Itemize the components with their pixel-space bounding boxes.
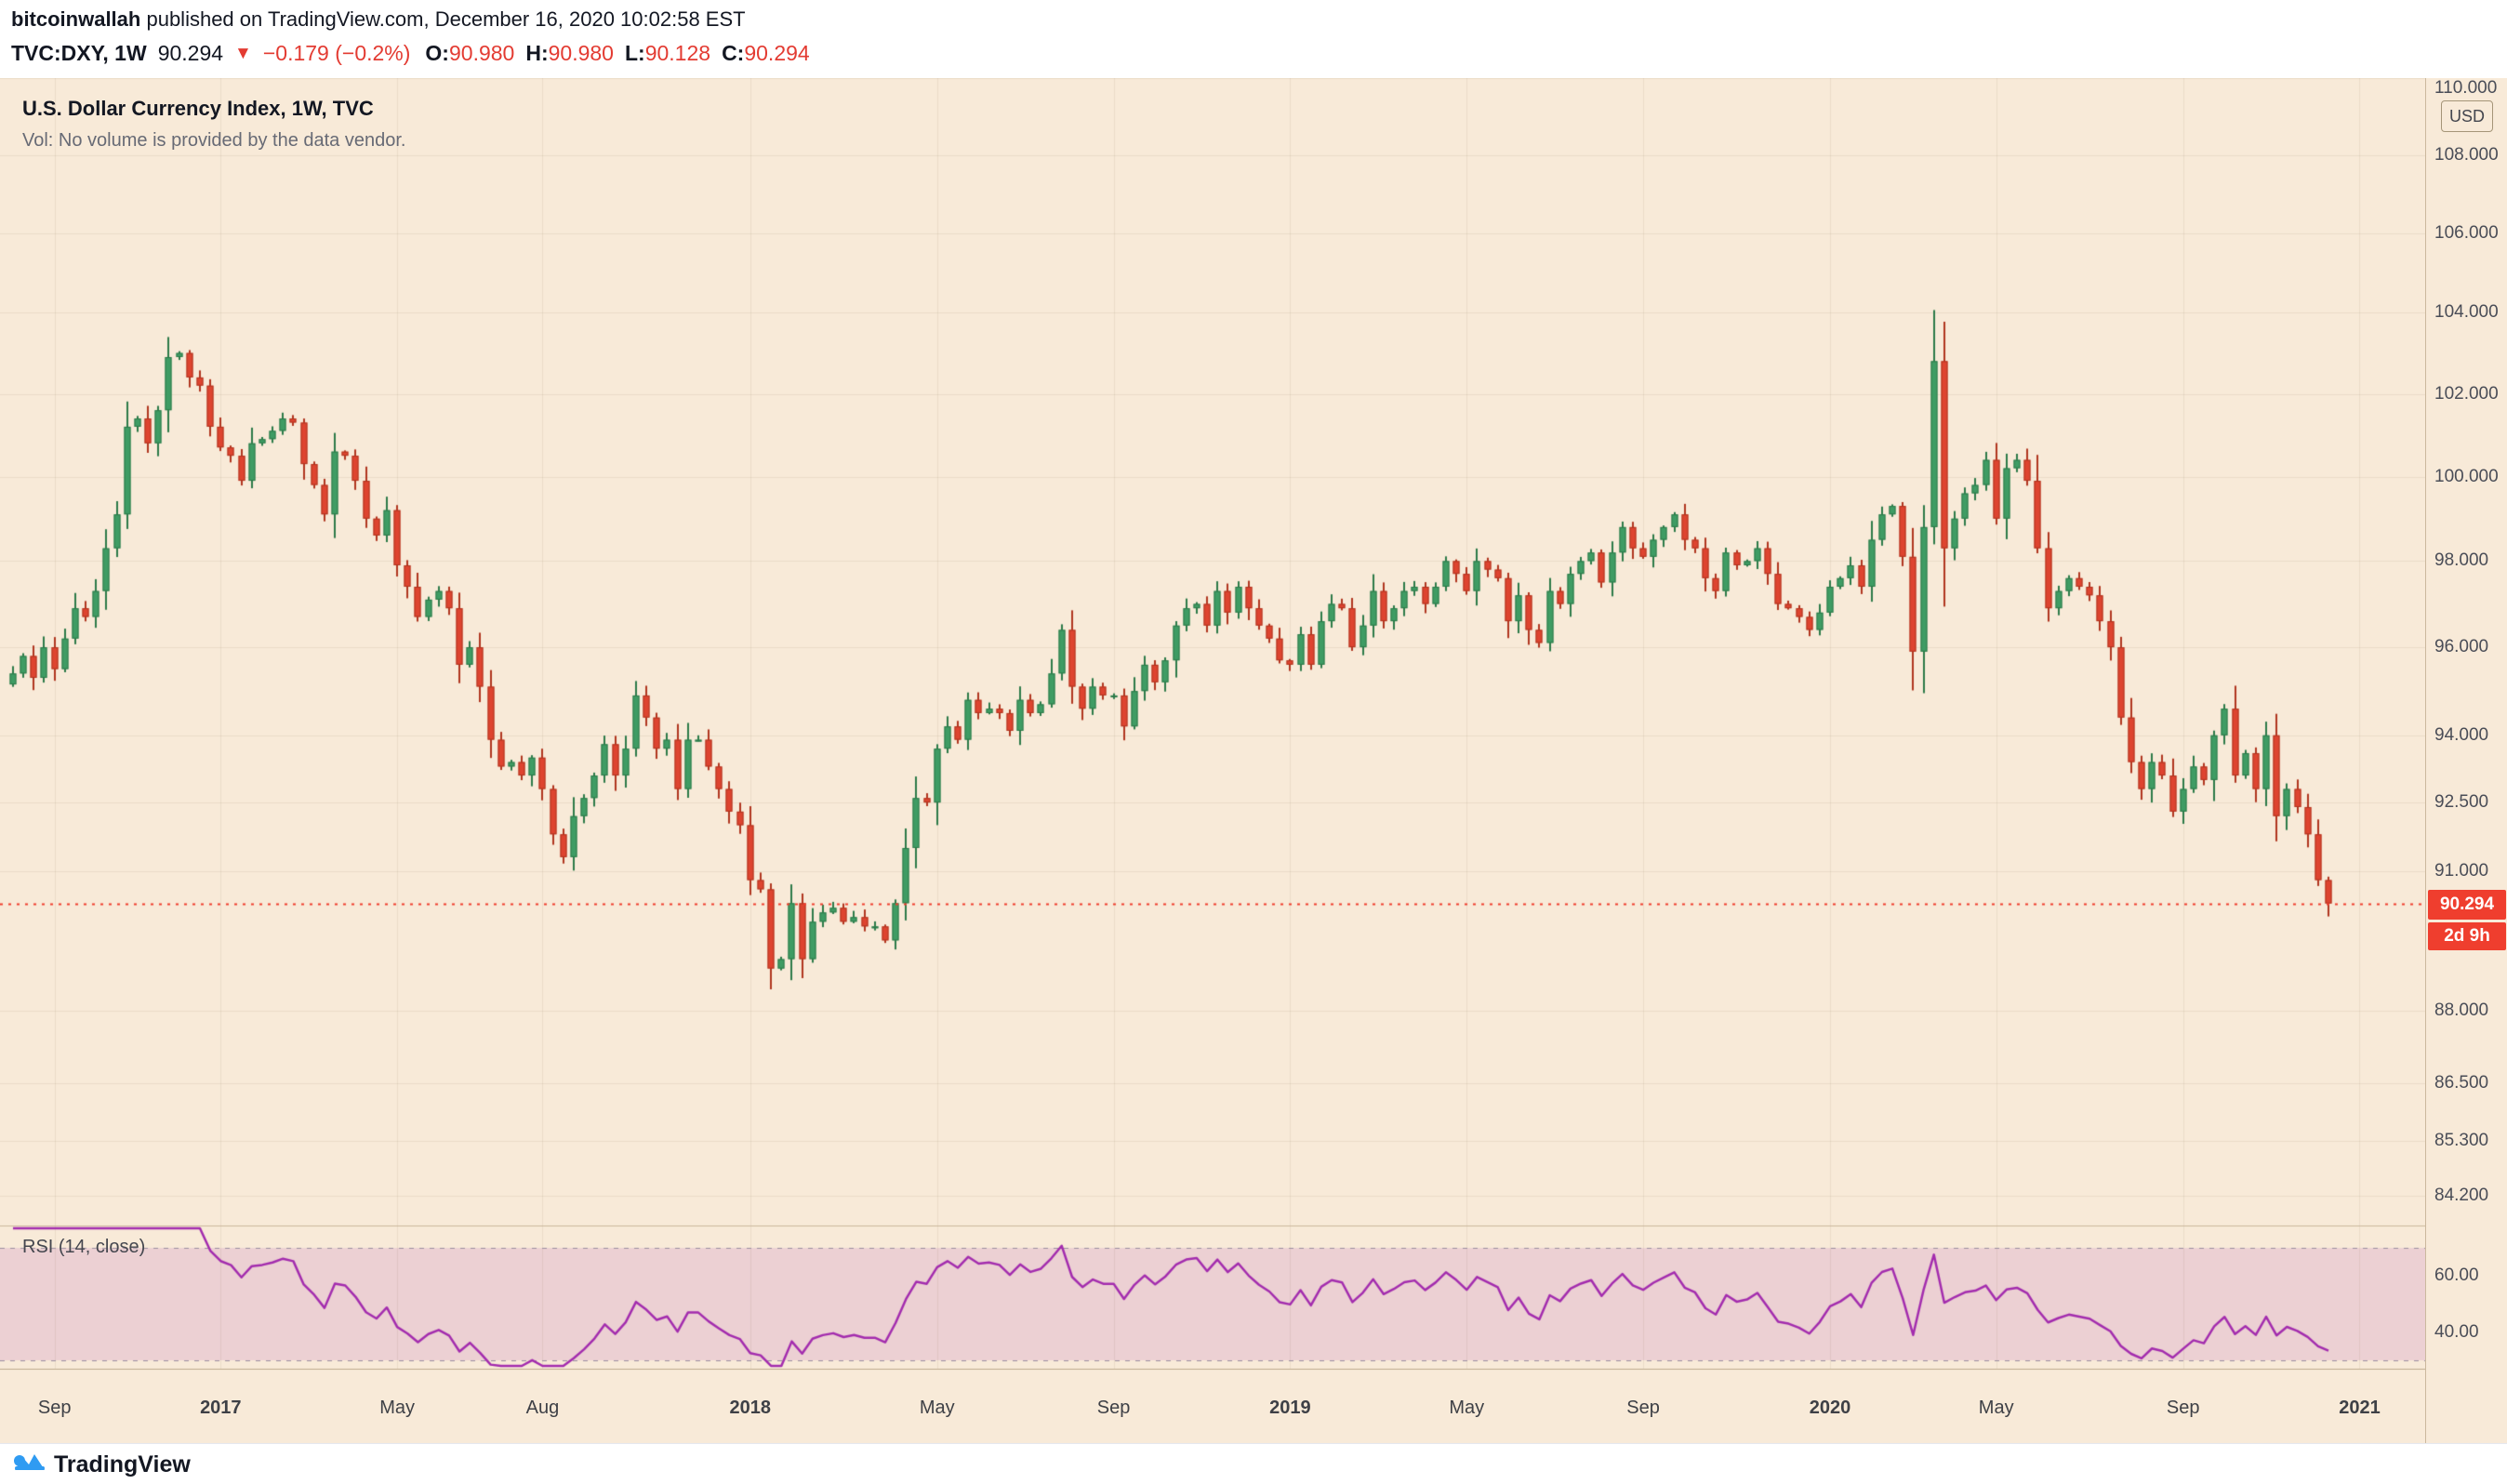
chart-legend-title: U.S. Dollar Currency Index, 1W, TVC (22, 97, 374, 120)
price-axis-label: 88.000 (2434, 1000, 2489, 1021)
price-axis-label: 84.200 (2434, 1185, 2489, 1205)
price-scale[interactable]: USD 90.294 2d 9h 110.000 108.000 106.000 10… (2425, 78, 2507, 1443)
price-axis-label: 110.000 (2434, 78, 2498, 98)
change-value: −0.179 (−0.2%) (262, 41, 411, 65)
price-axis-label: 102.000 (2434, 383, 2499, 404)
time-axis-month-label: May (1978, 1398, 2014, 1418)
last-price-tag: 90.294 (2428, 889, 2506, 920)
author-name: bitcoinwallah (11, 7, 141, 31)
rsi-axis-label: 60.00 (2434, 1265, 2479, 1286)
time-axis-month-label: Sep (2166, 1398, 2200, 1418)
time-axis-year-label: 2017 (200, 1398, 242, 1418)
bar-countdown-tag: 2d 9h (2428, 921, 2506, 950)
close-value: 90.294 (744, 41, 810, 65)
tradingview-logo-icon (11, 1450, 46, 1480)
price-axis-label: 98.000 (2434, 550, 2489, 571)
open-label: O: (425, 41, 449, 65)
byline-text: published on TradingView.com, December 1… (140, 7, 746, 31)
time-axis-month-label: Sep (37, 1398, 72, 1418)
time-axis-year-label: 2021 (2339, 1398, 2381, 1418)
price-axis-label: 91.000 (2434, 860, 2489, 881)
price-axis-label: 86.500 (2434, 1072, 2489, 1093)
down-arrow-icon: ▼ (234, 44, 252, 63)
currency-badge: USD (2441, 100, 2493, 132)
chart-plot-area[interactable] (0, 78, 2425, 1443)
time-axis-year-label: 2018 (729, 1398, 772, 1418)
price-axis-label: 85.300 (2434, 1131, 2489, 1151)
footer: TradingView (0, 1443, 2507, 1484)
symbol-title: TVC:DXY, 1W (11, 41, 147, 65)
time-axis[interactable]: Sep 2017 May Aug 2018 May Sep 2019 May Sep 2020 May… (0, 1369, 2425, 1444)
time-axis-month-label: May (379, 1398, 416, 1418)
open-value: 90.980 (448, 41, 515, 65)
high-label: H: (525, 41, 549, 65)
low-label: L: (624, 41, 645, 65)
price-axis-label: 92.500 (2434, 792, 2489, 813)
price-axis-label: 108.000 (2434, 144, 2499, 165)
close-label: C: (722, 41, 745, 65)
tradingview-brand-text: TradingView (54, 1451, 191, 1477)
price-axis-label: 94.000 (2434, 724, 2489, 745)
rsi-indicator-label: RSI (14, close) (22, 1237, 146, 1257)
price-axis-label: 100.000 (2434, 466, 2499, 486)
chart-region: U.S. Dollar Currency Index, 1W, TVC Vol:… (0, 78, 2507, 1443)
time-axis-month-label: Sep (1626, 1398, 1660, 1418)
byline: bitcoinwallah published on TradingView.c… (11, 7, 746, 32)
time-axis-month-label: May (1449, 1398, 1485, 1418)
header: bitcoinwallah published on TradingView.c… (0, 0, 2507, 78)
volume-note: Vol: No volume is provided by the data v… (22, 130, 406, 151)
rsi-axis-label: 40.00 (2434, 1321, 2479, 1342)
time-axis-year-label: 2019 (1269, 1398, 1311, 1418)
price-axis-label: 106.000 (2434, 222, 2499, 243)
price-axis-label: 104.000 (2434, 302, 2499, 323)
time-axis-month-label: Aug (525, 1398, 560, 1418)
time-axis-month-label: Sep (1096, 1398, 1131, 1418)
price-axis-label: 96.000 (2434, 637, 2489, 657)
low-value: 90.128 (644, 41, 711, 65)
tradingview-brand[interactable]: TradingView (11, 1450, 191, 1480)
last-price-value: 90.294 (157, 41, 224, 65)
symbol-line: TVC:DXY, 1W 90.294 ▼ −0.179 (−0.2%) O:90.980… (11, 41, 810, 66)
time-axis-month-label: May (919, 1398, 955, 1418)
time-axis-year-label: 2020 (1809, 1398, 1851, 1418)
high-value: 90.980 (548, 41, 614, 65)
